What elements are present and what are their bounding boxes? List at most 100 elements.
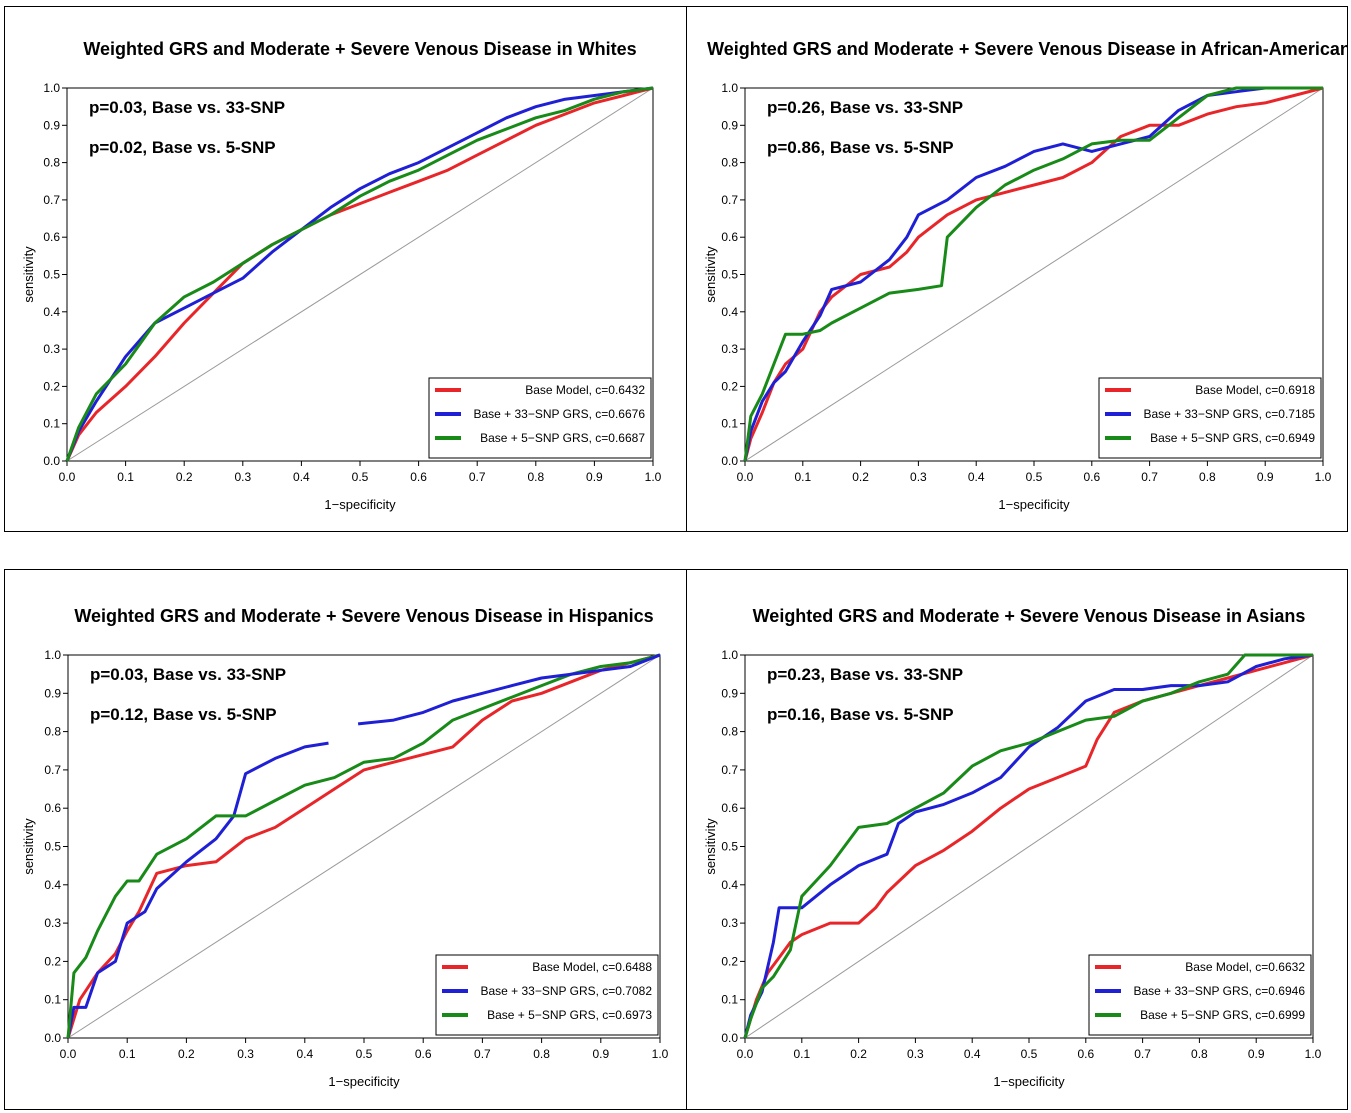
y-tick-label: 0.3 (721, 342, 738, 356)
x-tick-label: 0.1 (793, 1047, 810, 1061)
roc-curve-snp5 (66, 653, 661, 1039)
legend-entry-label: Base + 33−SNP GRS, c=0.6676 (473, 407, 645, 421)
y-tick-label: 0.0 (44, 1031, 61, 1045)
y-tick-label: 0.9 (721, 118, 738, 132)
y-tick-label: 1.0 (44, 648, 61, 662)
x-tick-label: 0.1 (794, 470, 811, 484)
x-tick-label: 0.1 (117, 470, 134, 484)
legend-entry-label: Base + 5−SNP GRS, c=0.6973 (487, 1008, 652, 1022)
x-tick-label: 0.3 (237, 1047, 254, 1061)
x-tick-label: 0.3 (910, 470, 927, 484)
x-tick-label: 0.9 (1248, 1047, 1265, 1061)
x-axis-label: 1−specificity (324, 497, 396, 512)
roc-chart-svg: Weighted GRS and Moderate + Severe Venou… (21, 39, 662, 512)
x-tick-label: 0.6 (1083, 470, 1100, 484)
roc-panel-whites: Weighted GRS and Moderate + Severe Venou… (4, 6, 687, 532)
y-tick-label: 0.5 (721, 840, 738, 854)
x-tick-label: 0.8 (1191, 1047, 1208, 1061)
y-tick-label: 0.3 (721, 916, 738, 930)
x-tick-label: 0.2 (178, 1047, 195, 1061)
x-tick-label: 1.0 (645, 470, 662, 484)
p-value-annotation: p=0.26, Base vs. 33-SNP (767, 98, 963, 117)
y-tick-label: 0.7 (44, 763, 61, 777)
x-tick-label: 0.1 (119, 1047, 136, 1061)
x-tick-label: 0.9 (586, 470, 603, 484)
x-tick-label: 0.5 (1021, 1047, 1038, 1061)
x-tick-label: 0.0 (737, 470, 754, 484)
y-tick-label: 0.6 (43, 230, 60, 244)
y-tick-label: 0.9 (43, 118, 60, 132)
legend-entry-label: Base + 5−SNP GRS, c=0.6687 (480, 431, 645, 445)
x-tick-label: 0.5 (1026, 470, 1043, 484)
legend-entry-label: Base + 5−SNP GRS, c=0.6949 (1150, 431, 1315, 445)
x-tick-label: 0.0 (737, 1047, 754, 1061)
legend-box (1098, 377, 1322, 459)
roc-chart-svg: Weighted GRS and Moderate + Severe Venou… (703, 39, 1347, 512)
legend-entry-label: Base Model, c=0.6432 (525, 383, 645, 397)
p-value-annotation: p=0.16, Base vs. 5-SNP (767, 705, 954, 724)
p-value-annotation: p=0.86, Base vs. 5-SNP (767, 138, 954, 157)
x-axis-label: 1−specificity (328, 1074, 400, 1089)
roc-curve-snp5 (65, 86, 654, 462)
diagonal-reference-line (66, 87, 654, 462)
y-tick-label: 0.5 (44, 840, 61, 854)
x-tick-label: 0.7 (469, 470, 486, 484)
p-value-annotation: p=0.02, Base vs. 5-SNP (89, 138, 276, 157)
diagonal-reference-line (744, 87, 1324, 462)
legend-entry-label: Base + 33−SNP GRS, c=0.6946 (1133, 984, 1305, 998)
roc-panel-hispanics: Weighted GRS and Moderate + Severe Venou… (4, 569, 687, 1110)
legend-entry-label: Base Model, c=0.6632 (1185, 960, 1305, 974)
x-tick-label: 0.5 (352, 470, 369, 484)
roc-panel-african-americans: Weighted GRS and Moderate + Severe Venou… (686, 6, 1348, 532)
roc-curve-base (65, 86, 654, 462)
legend-box (435, 954, 659, 1036)
chart-title: Weighted GRS and Moderate + Severe Venou… (74, 606, 653, 626)
y-tick-label: 0.4 (44, 878, 61, 892)
x-tick-label: 0.8 (533, 1047, 550, 1061)
x-tick-label: 0.9 (592, 1047, 609, 1061)
p-value-annotation: p=0.03, Base vs. 33-SNP (89, 98, 285, 117)
legend-entry-label: Base + 5−SNP GRS, c=0.6999 (1140, 1008, 1305, 1022)
legend-entry-label: Base Model, c=0.6918 (1195, 383, 1315, 397)
x-tick-label: 0.4 (964, 1047, 981, 1061)
y-axis-label: sensitivity (703, 818, 718, 875)
y-tick-label: 0.0 (721, 1031, 738, 1045)
roc-curve-snp5 (743, 653, 1313, 1039)
x-tick-label: 0.9 (1257, 470, 1274, 484)
y-tick-label: 0.1 (721, 417, 738, 431)
x-tick-label: 0.7 (474, 1047, 491, 1061)
y-tick-label: 1.0 (721, 81, 738, 95)
y-axis-label: sensitivity (21, 246, 36, 303)
roc-chart-svg: Weighted GRS and Moderate + Severe Venou… (21, 606, 669, 1089)
x-tick-label: 0.0 (59, 470, 76, 484)
y-tick-label: 0.1 (721, 993, 738, 1007)
y-axis-label: sensitivity (703, 246, 718, 303)
chart-title: Weighted GRS and Moderate + Severe Venou… (707, 39, 1347, 59)
y-tick-label: 0.7 (43, 193, 60, 207)
y-tick-label: 0.6 (721, 230, 738, 244)
y-tick-label: 0.3 (43, 342, 60, 356)
x-tick-label: 0.2 (850, 1047, 867, 1061)
y-tick-label: 0.5 (721, 268, 738, 282)
diagonal-reference-line (67, 654, 661, 1039)
y-tick-label: 0.3 (44, 916, 61, 930)
x-axis-label: 1−specificity (993, 1074, 1065, 1089)
x-tick-label: 0.4 (968, 470, 985, 484)
y-tick-label: 0.4 (43, 305, 60, 319)
x-tick-label: 1.0 (652, 1047, 669, 1061)
x-tick-label: 1.0 (1305, 1047, 1322, 1061)
x-tick-label: 0.8 (527, 470, 544, 484)
y-tick-label: 0.8 (721, 725, 738, 739)
x-tick-label: 0.6 (415, 1047, 432, 1061)
x-tick-label: 1.0 (1315, 470, 1332, 484)
y-axis-label: sensitivity (21, 818, 36, 875)
x-tick-label: 0.8 (1199, 470, 1216, 484)
x-tick-label: 0.3 (234, 470, 251, 484)
roc-curve-snp5 (743, 86, 1323, 462)
x-tick-label: 0.4 (296, 1047, 313, 1061)
p-value-annotation: p=0.12, Base vs. 5-SNP (90, 705, 277, 724)
legend-box (1088, 954, 1312, 1036)
x-tick-label: 0.7 (1141, 470, 1158, 484)
roc-panel-asians: Weighted GRS and Moderate + Severe Venou… (686, 569, 1348, 1110)
y-tick-label: 0.2 (44, 954, 61, 968)
